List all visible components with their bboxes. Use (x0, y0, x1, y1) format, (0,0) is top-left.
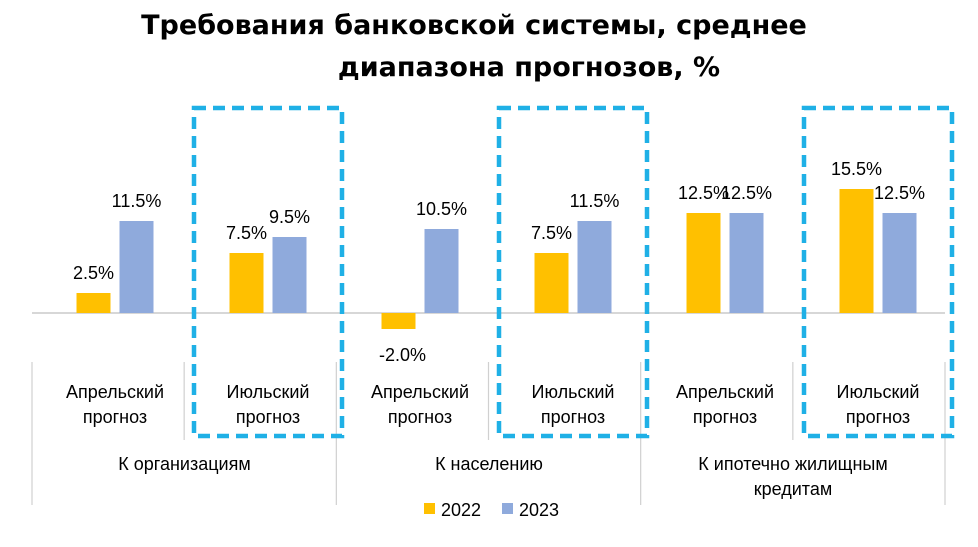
category-label: Апрельский (66, 382, 164, 402)
bar-2023-g0-c0 (119, 221, 154, 313)
data-label: 7.5% (226, 223, 267, 243)
group-label: К ипотечно жилищным (698, 454, 887, 474)
data-label: 2.5% (73, 263, 114, 283)
bar-2023-g1-c0 (424, 229, 459, 313)
highlight-box (496, 105, 650, 439)
bar-2023-g2-c1 (882, 213, 917, 313)
bar-2023-g0-c1 (272, 237, 307, 313)
data-label: 12.5% (678, 183, 729, 203)
chart-title-line-2: диапазона прогнозов, % (337, 52, 721, 83)
data-label: 10.5% (416, 199, 467, 219)
category-label: прогноз (83, 407, 147, 427)
highlight-box (191, 105, 345, 439)
category-label: прогноз (236, 407, 300, 427)
highlight-box (801, 105, 955, 439)
legend-swatch-2023 (502, 503, 513, 514)
category-label: прогноз (846, 407, 910, 427)
legend-swatch-2022 (424, 503, 435, 514)
data-label: 12.5% (721, 183, 772, 203)
category-label: Апрельский (676, 382, 774, 402)
bar-2022-g2-c1 (839, 189, 874, 313)
category-label: прогноз (693, 407, 757, 427)
bar-2023-g1-c1 (577, 221, 612, 313)
legend-label: 2022 (441, 500, 481, 520)
data-label: -2.0% (379, 345, 426, 365)
category-label: Июльский (837, 382, 920, 402)
data-label: 7.5% (531, 223, 572, 243)
bar-2022-g0-c1 (229, 253, 264, 313)
chart-title-line-1: Требования банковской системы, среднее (141, 10, 807, 41)
data-label: 12.5% (874, 183, 925, 203)
group-label: кредитам (754, 479, 833, 499)
category-label: прогноз (388, 407, 452, 427)
category-label: прогноз (541, 407, 605, 427)
group-label: К населению (435, 454, 543, 474)
bar-2022-g1-c0 (381, 313, 416, 329)
legend-label: 2023 (519, 500, 559, 520)
bar-2022-g2-c0 (686, 213, 721, 313)
bar-2022-g1-c1 (534, 253, 569, 313)
data-label: 15.5% (831, 159, 882, 179)
category-label: Апрельский (371, 382, 469, 402)
data-label: 11.5% (112, 191, 162, 211)
bar-2023-g2-c0 (729, 213, 764, 313)
data-label: 11.5% (570, 191, 620, 211)
group-label: К организациям (118, 454, 250, 474)
category-label: Июльский (532, 382, 615, 402)
bar-2022-g0-c0 (76, 293, 111, 313)
data-label: 9.5% (269, 207, 310, 227)
category-label: Июльский (227, 382, 310, 402)
